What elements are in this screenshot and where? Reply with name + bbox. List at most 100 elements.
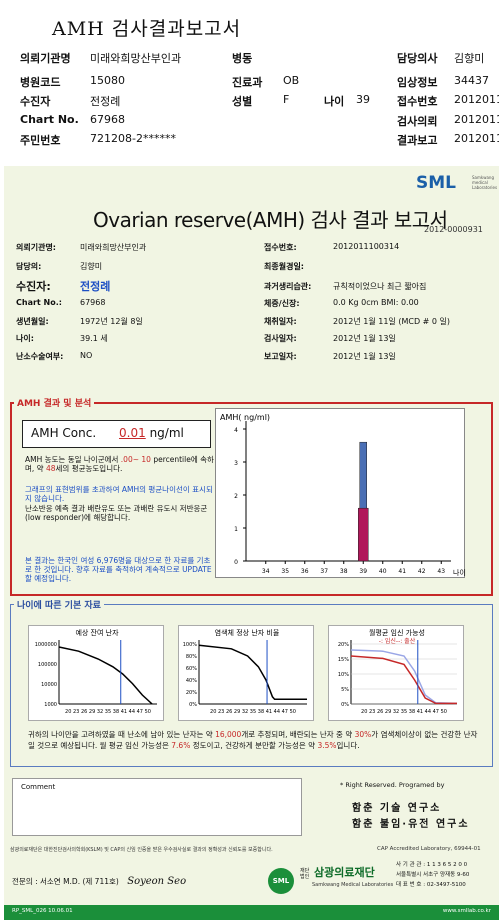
- amh-section-heading: AMH 결과 및 분석: [14, 396, 95, 409]
- info-value: 39.1 세: [80, 334, 108, 343]
- info-value: 미래와희망산부인과: [80, 243, 147, 252]
- y-tick-label: 20%: [338, 642, 349, 648]
- header-label: 병원코드: [20, 76, 61, 89]
- amh-explanation-3: 난소반응 예측 결과 배란유도 또는 과배란 유도시 저반응군 (low res…: [25, 504, 208, 522]
- header-label: 나이: [324, 95, 345, 108]
- age-summary: 귀하의 나이만을 고려하였을 때 난소에 남아 있는 난자는 약 16,000개…: [28, 730, 478, 750]
- header-value: 67968: [90, 113, 125, 126]
- amh-concentration-box: AMH Conc. 0.01 ng/ml: [22, 420, 211, 448]
- header-label: 의뢰기관명: [20, 52, 71, 65]
- bottom-bar: RP_SML_026 10.06.01 www.smllab.co.kr: [4, 905, 499, 920]
- info-value: 2012년 1월 11일 (MCD # 0 일): [333, 317, 451, 326]
- graph-legend: -: 임신--: 출산: [379, 637, 416, 645]
- y-tick-label: 2: [234, 493, 238, 500]
- info-label: 과거생리습관:: [264, 282, 312, 291]
- amh-chart: AMH( ng/ml) 0 1 2 3 4 34 35 36 37 38 39 40 41 42 43 나이: [215, 408, 466, 578]
- header-value: 미래와희망산부인과: [90, 52, 182, 65]
- sml-logo: SML: [416, 173, 456, 193]
- y-tick-label: 15%: [338, 657, 349, 663]
- amh-conc-value: 0.01: [119, 426, 146, 440]
- series-line: [58, 646, 153, 705]
- report-title: Ovarian reserve(AMH) 검사 결과 보고서: [93, 208, 448, 232]
- series-line: [350, 649, 458, 705]
- institute-name-1: 함춘 기술 연구소: [352, 803, 442, 814]
- y-tick-label: 80%: [186, 654, 197, 660]
- info-label: 접수번호:: [264, 243, 297, 252]
- lab-name: 삼광의료재단: [314, 866, 375, 879]
- y-tick-label: 10%: [338, 672, 349, 678]
- info-value: 0.0 Kg 0cm BMI: 0.00: [333, 298, 419, 307]
- age-section-heading: 나이에 따른 기본 자료: [14, 598, 104, 611]
- institute-name-2: 함춘 불임·유전 연구소: [352, 819, 470, 830]
- info-label: Chart No.:: [16, 298, 62, 307]
- x-tick-label: 40: [379, 568, 387, 575]
- amh-explanation-1: AMH 농도는 동일 나이군에서 .00~ 10 percentile에 속하며…: [25, 455, 214, 473]
- x-tick-label: 34: [262, 568, 270, 575]
- info-value: 1972년 12월 8일: [80, 317, 143, 326]
- x-tick-label: 41: [398, 568, 406, 575]
- graph-title: 염색체 정상 난자 비율: [215, 628, 280, 637]
- info-value: 김향미: [80, 262, 103, 271]
- y-tick-label: 20%: [186, 690, 197, 696]
- y-tick-label: 60%: [186, 666, 197, 672]
- y-tick-label: 3: [234, 460, 238, 467]
- lab-prefix: 재단법인: [300, 868, 310, 880]
- doctor-signature: 전문의 : 서소연 M.D. (제 711호) Soyeon Seo: [12, 876, 187, 887]
- header-value: 20120111: [454, 113, 499, 126]
- y-tick-label: 0: [234, 559, 238, 566]
- y-tick-label: 40%: [186, 678, 197, 684]
- sml-circle-logo-icon: SML: [268, 868, 294, 894]
- comment-box: Comment: [12, 778, 302, 836]
- info-value: 규칙적이었으나 최근 짧아짐: [333, 282, 427, 291]
- amh-conc-label: AMH Conc.: [31, 426, 97, 440]
- y-tick-label: 0%: [341, 702, 349, 708]
- sml-logo-subtitle: Samkwang medical Laboratories: [472, 175, 498, 190]
- y-tick-label: 0%: [189, 702, 197, 708]
- x-tick-label: 38: [340, 568, 348, 575]
- x-tick-label: 42: [418, 568, 426, 575]
- y-tick-label: 100%: [183, 642, 198, 648]
- header-value: 15080: [90, 74, 125, 87]
- header-label: 병동: [232, 52, 253, 65]
- info-label: 생년월일:: [16, 317, 49, 326]
- age-data-box: [10, 604, 493, 767]
- y-tick-label: 1000000: [35, 642, 57, 648]
- info-value: 전정례: [80, 280, 111, 293]
- info-value: NO: [80, 351, 93, 360]
- x-tick-label: 36: [301, 568, 309, 575]
- header-value: 721208-2******: [90, 132, 176, 145]
- lab-subtitle: Samkwang Medical Laboratories: [312, 882, 394, 888]
- chromosome-ratio-graph: 염색체 정상 난자 비율 100% 80% 60% 40% 20% 0% 20 23 26 2…: [178, 625, 314, 721]
- header-value: OB: [283, 74, 300, 87]
- graph-title: 예상 잔여 난자: [75, 628, 119, 637]
- info-label: 의뢰기관명:: [16, 243, 56, 252]
- y-tick-label: 1000: [44, 702, 57, 708]
- x-tick-label: 37: [320, 568, 328, 575]
- document-number: 2012-0000931: [424, 225, 483, 234]
- header-label: 성별: [232, 95, 253, 108]
- header-value: 34437: [454, 74, 489, 87]
- amh-explanation-2: 그래프의 표현범위를 초과하여 AMH의 평균나이선이 표시되지 않습니다.: [25, 485, 213, 503]
- header-value: 39: [356, 93, 370, 106]
- rights-text: * Right Reserved. Programed by: [340, 781, 445, 789]
- page-title: AMH 검사결과보고서: [52, 18, 242, 40]
- header-label: 검사의뢰: [397, 115, 438, 128]
- info-label: 체중/신장:: [264, 299, 300, 308]
- remaining-eggs-graph: 예상 잔여 난자 1000000 100000 10000 1000 20 23 26 2…: [28, 625, 164, 721]
- info-value: 67968: [80, 298, 106, 307]
- info-label: 담당의:: [16, 262, 42, 271]
- graph-title: 월평균 임신 가능성: [369, 628, 425, 637]
- amh-chart-ylabel: AMH( ng/ml): [220, 413, 270, 422]
- info-label: 검사일자:: [264, 334, 297, 343]
- header-label: 주민번호: [20, 134, 61, 147]
- bar: [358, 507, 369, 562]
- lab-info: 사 기 관 관 : 1 1 3 6 5 2 0 0 서울특별시 서초구 양재동 …: [396, 862, 470, 888]
- info-value: 2012011100314: [333, 242, 400, 251]
- x-tick-label: 43: [437, 568, 445, 575]
- header-label: 접수번호: [397, 95, 438, 108]
- header-label: 담당의사: [397, 52, 438, 65]
- header-value: 20120111: [454, 93, 499, 106]
- y-tick-label: 1: [234, 526, 238, 533]
- accreditation-note: 삼광의료재단은 대한진단검사의학회(KSLM) 및 CAP의 신임 인증을 받은…: [10, 847, 273, 853]
